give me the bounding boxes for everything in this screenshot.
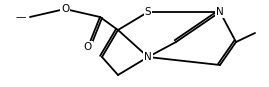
Text: —: —: [16, 12, 26, 22]
Text: O: O: [61, 4, 69, 14]
Text: S: S: [145, 7, 151, 17]
Text: N: N: [144, 52, 152, 62]
Text: N: N: [216, 7, 224, 17]
Text: O: O: [84, 42, 92, 52]
